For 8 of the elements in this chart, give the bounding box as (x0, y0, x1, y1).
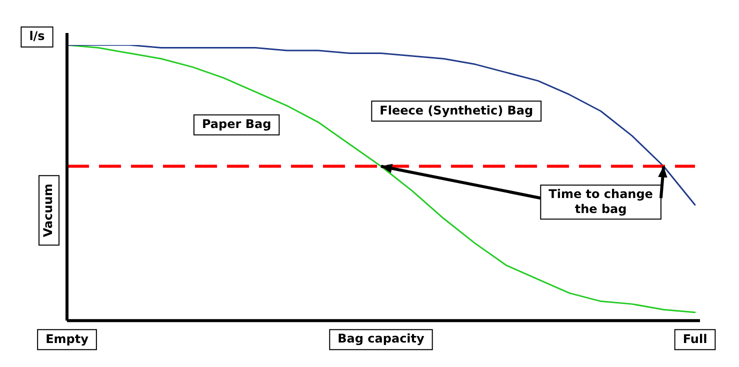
x-tick-label: Full (682, 332, 708, 346)
x-axis-title: Bag capacity (338, 332, 425, 346)
x-tick-label: Empty (46, 332, 89, 346)
text: l/s (29, 29, 45, 44)
series-label: Fleece (Synthetic) Bag (380, 103, 534, 118)
annotation: Time to change the bag (548, 187, 653, 216)
series-label: Paper Bag (202, 117, 272, 132)
y-axis-title: Vacuum (41, 184, 56, 238)
